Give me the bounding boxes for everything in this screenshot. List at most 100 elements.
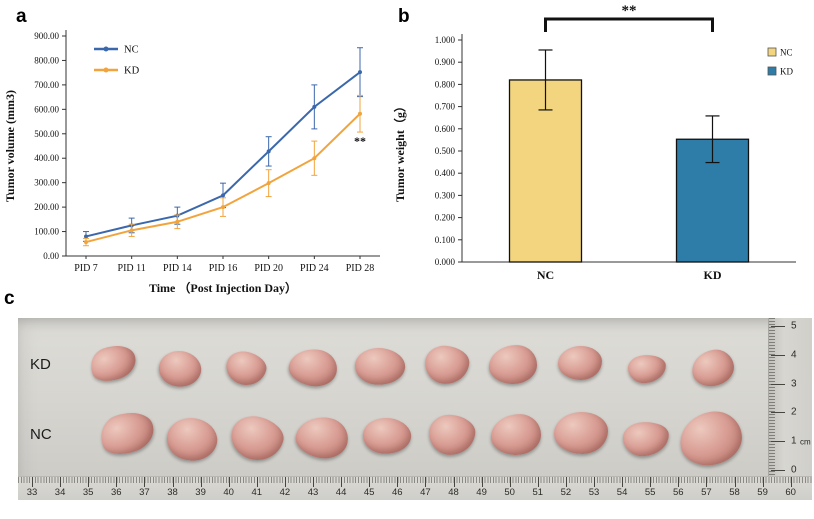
tumor-nc-2 bbox=[161, 411, 223, 467]
photo-row-label-nc: NC bbox=[30, 426, 52, 443]
side-ruler-number: 3 bbox=[791, 378, 797, 390]
svg-text:NC: NC bbox=[124, 45, 139, 56]
bottom-ruler-tick bbox=[228, 477, 230, 487]
svg-text:0.700: 0.700 bbox=[435, 102, 456, 112]
svg-text:0.600: 0.600 bbox=[435, 124, 456, 134]
tumor-nc-3 bbox=[226, 410, 288, 466]
svg-text:300.00: 300.00 bbox=[34, 178, 59, 188]
side-ruler-unit: cm bbox=[800, 437, 811, 447]
bottom-ruler-number: 46 bbox=[392, 487, 403, 498]
tumor-nc-8 bbox=[553, 411, 609, 455]
bottom-ruler-number: 48 bbox=[448, 487, 459, 498]
bottom-ruler-number: 58 bbox=[729, 487, 740, 498]
bottom-ruler-tick bbox=[790, 477, 792, 487]
bottom-ruler-number: 33 bbox=[26, 487, 38, 498]
bottom-ruler-number: 42 bbox=[279, 487, 291, 498]
bottom-ruler-number: 39 bbox=[195, 487, 206, 498]
bottom-ruler-tick bbox=[650, 477, 652, 487]
side-ruler-mm-ticks bbox=[769, 318, 775, 476]
bar-category-label: NC bbox=[537, 268, 554, 282]
bottom-ruler-tick bbox=[481, 477, 483, 487]
side-ruler-tick bbox=[771, 412, 785, 414]
tumor-kd-3 bbox=[222, 347, 270, 389]
photo-row-label-kd: KD bbox=[30, 356, 51, 373]
legend: NC KD bbox=[767, 48, 793, 77]
bottom-ruler-number: 57 bbox=[701, 487, 712, 498]
tumor-kd-10 bbox=[690, 347, 737, 389]
tumor-nc-10 bbox=[677, 407, 746, 469]
bottom-ruler-number: 59 bbox=[757, 487, 768, 498]
bottom-ruler-tick bbox=[706, 477, 708, 487]
bottom-ruler-number: 50 bbox=[504, 487, 515, 498]
svg-text:100.00: 100.00 bbox=[34, 227, 59, 237]
tumor-nc-1 bbox=[94, 404, 160, 462]
svg-text:0.300: 0.300 bbox=[435, 190, 456, 200]
tumor-kd-2 bbox=[154, 345, 206, 393]
side-ruler-number: 1 bbox=[791, 435, 797, 447]
svg-text:PID 20: PID 20 bbox=[254, 263, 283, 274]
side-ruler-number: 2 bbox=[791, 406, 797, 418]
tumor-weight-bar-chart: 0.000 0.100 0.200 0.300 0.400 0.500 0.600 0.700… bbox=[392, 3, 796, 282]
svg-text:PID 14: PID 14 bbox=[163, 263, 192, 274]
tumor-kd-5 bbox=[352, 344, 408, 388]
bottom-ruler-number: 34 bbox=[54, 487, 66, 498]
bottom-ruler-number: 37 bbox=[139, 487, 150, 498]
bottom-ruler-tick bbox=[453, 477, 455, 487]
svg-text:0.000: 0.000 bbox=[435, 257, 456, 267]
svg-text:PID 11: PID 11 bbox=[118, 263, 146, 274]
bottom-ruler-number: 45 bbox=[363, 487, 375, 498]
tumor-nc-5 bbox=[360, 414, 413, 458]
svg-text:400.00: 400.00 bbox=[34, 153, 59, 163]
tumor-kd-1 bbox=[85, 339, 141, 387]
svg-text:KD: KD bbox=[780, 67, 793, 77]
svg-text:NC: NC bbox=[780, 48, 793, 58]
bottom-ruler-tick bbox=[565, 477, 567, 487]
bottom-ruler-number: 49 bbox=[476, 487, 487, 498]
bottom-ruler-number: 55 bbox=[644, 487, 656, 498]
tumor-kd-8 bbox=[557, 345, 603, 381]
axes bbox=[65, 30, 380, 257]
bottom-ruler-tick bbox=[200, 477, 202, 487]
tumor-nc-9 bbox=[622, 420, 671, 458]
tumor-kd-7 bbox=[488, 343, 538, 385]
bar-KD bbox=[675, 115, 750, 263]
bottom-ruler-tick bbox=[762, 477, 764, 487]
bottom-ruler-tick bbox=[369, 477, 371, 487]
bar-NC bbox=[508, 49, 583, 263]
series-KD bbox=[83, 94, 363, 247]
tumor-kd-4 bbox=[286, 344, 341, 390]
y-axis-title: Tumor weight（g） bbox=[392, 100, 407, 202]
svg-text:600.00: 600.00 bbox=[34, 104, 59, 114]
bottom-ruler-number: 52 bbox=[560, 487, 572, 498]
side-ruler-number: 4 bbox=[791, 349, 797, 361]
panel-b-letter: b bbox=[398, 6, 410, 27]
svg-text:0.400: 0.400 bbox=[435, 168, 456, 178]
svg-text:800.00: 800.00 bbox=[34, 55, 59, 65]
svg-text:900.00: 900.00 bbox=[34, 31, 59, 41]
bottom-ruler-number: 44 bbox=[335, 487, 347, 498]
tumor-photo: KD NC 33 34 35 36 37 38 39 40 41 42 43 44 45 46 47 48 49 50… bbox=[18, 318, 812, 500]
y-axis-title: Tumor volume (mm3) bbox=[3, 90, 17, 202]
bottom-ruler-number: 36 bbox=[111, 487, 122, 498]
svg-text:PID 7: PID 7 bbox=[74, 263, 98, 274]
bottom-ruler-tick bbox=[116, 477, 118, 487]
side-ruler-number: 0 bbox=[791, 464, 797, 476]
side-ruler-tick bbox=[771, 470, 785, 471]
bottom-ruler-tick bbox=[341, 477, 343, 487]
panel-c-letter: c bbox=[4, 288, 15, 309]
bottom-ruler-tick bbox=[256, 477, 258, 487]
bottom-ruler-tick bbox=[32, 477, 33, 487]
bottom-ruler-number: 53 bbox=[588, 487, 600, 498]
significance-asterisks-b: ** bbox=[622, 3, 637, 19]
bottom-ruler-tick bbox=[594, 477, 595, 487]
legend: NC KD bbox=[94, 45, 140, 77]
bottom-ruler-tick bbox=[425, 477, 427, 487]
bottom-ruler-number: 51 bbox=[532, 487, 544, 498]
bottom-ruler-tick bbox=[622, 477, 624, 487]
bottom-ruler-number: 47 bbox=[420, 487, 431, 498]
svg-text:0.200: 0.200 bbox=[435, 213, 456, 223]
svg-text:PID 16: PID 16 bbox=[209, 263, 238, 274]
bottom-ruler-tick bbox=[284, 477, 286, 487]
bottom-ruler-mm-ticks bbox=[18, 477, 812, 483]
bottom-ruler-tick bbox=[144, 477, 146, 487]
